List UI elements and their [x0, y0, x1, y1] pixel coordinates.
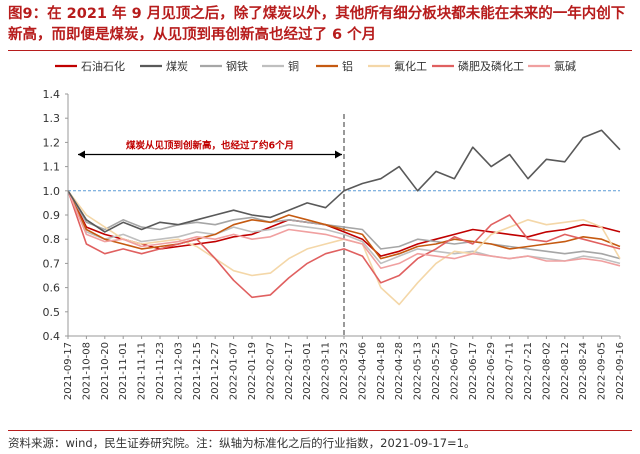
legend-label: 磷肥及磷化工 — [458, 59, 524, 73]
annotation-arrowhead-left — [78, 150, 85, 159]
legend-label: 煤炭 — [166, 60, 188, 73]
series-line-6 — [67, 190, 621, 299]
y-tick-label: 1.2 — [43, 136, 61, 149]
y-tick-label: 0.8 — [43, 233, 61, 246]
series-line-1 — [67, 129, 621, 233]
x-tick-label: 2022-08-02 — [541, 342, 552, 400]
x-tick-label: 2022-01-19 — [247, 342, 258, 400]
x-tick-label: 2022-03-01 — [302, 342, 313, 400]
y-tick-label: 0.7 — [43, 257, 61, 270]
x-tick-label: 2021-11-23 — [155, 342, 166, 400]
legend: 石油石化 煤炭 钢铁 铜 铝 氟化工 磷肥及磷化工 氯碱 — [55, 59, 576, 73]
x-tick-label: 2021-11-01 — [118, 342, 129, 400]
x-tick-label: 2021-12-03 — [173, 342, 184, 400]
y-tick-label: 1.4 — [43, 88, 61, 101]
y-axis: 0.4 0.5 0.6 0.7 0.8 0.9 1.0 1.1 1.2 1.3 1.4 — [43, 88, 69, 343]
x-tick-label: 2022-08-12 — [560, 342, 571, 400]
legend-label: 氯碱 — [554, 59, 576, 73]
x-tick-label: 2022-07-21 — [523, 342, 534, 400]
x-tick-label: 2021-12-15 — [192, 342, 203, 400]
series-line-2 — [67, 190, 621, 260]
x-tick-label: 2022-09-05 — [597, 342, 608, 400]
legend-label: 铝 — [342, 59, 353, 73]
x-axis: 2021-09-17 2021-10-08 2021-10-20 2021-11-01… — [63, 335, 626, 400]
source-note: 资料来源：wind，民生证券研究院。注：纵轴为标准化之后的行业指数，2021-0… — [8, 430, 632, 451]
x-tick-label: 2022-04-28 — [394, 342, 405, 400]
annotation-group: 煤炭从见顶到创新高，也经过了约6个月 — [78, 140, 342, 159]
legend-label: 钢铁 — [226, 60, 248, 73]
x-tick-label: 2021-09-17 — [63, 342, 74, 400]
y-tick-label: 0.9 — [43, 209, 61, 222]
x-tick-label: 2022-07-11 — [505, 342, 516, 400]
x-tick-label: 2022-01-07 — [229, 342, 240, 400]
x-tick-label: 2022-04-06 — [357, 342, 368, 400]
x-tick-label: 2022-02-17 — [284, 342, 295, 400]
x-tick-label: 2022-04-18 — [376, 342, 387, 400]
x-tick-label: 2022-09-16 — [615, 342, 626, 400]
x-tick-label: 2022-03-11 — [321, 342, 332, 400]
x-tick-label: 2022-02-07 — [265, 342, 276, 400]
legend-label: 铜 — [288, 59, 299, 73]
figure-title: 图9：在 2021 年 9 月见顶之后，除了煤炭以外，其他所有细分板块都未能在未… — [8, 4, 632, 51]
series-line-4 — [67, 190, 621, 260]
line-chart: 石油石化 煤炭 钢铁 铜 铝 氟化工 磷肥及磷化工 氯碱 煤炭从见顶到创新高，也经过了约6个月… — [43, 59, 627, 400]
x-tick-label: 2022-06-07 — [449, 342, 460, 400]
x-tick-label: 2021-10-20 — [100, 342, 111, 400]
y-tick-label: 0.4 — [43, 330, 61, 343]
x-tick-label: 2021-10-08 — [81, 342, 92, 400]
legend-label: 氟化工 — [394, 59, 427, 73]
x-tick-label: 2021-12-27 — [210, 342, 221, 400]
series-group — [67, 129, 621, 306]
x-tick-label: 2022-05-13 — [413, 342, 424, 400]
series-line-7 — [67, 190, 621, 269]
y-tick-label: 0.5 — [43, 306, 61, 319]
legend-label: 石油石化 — [81, 59, 125, 73]
x-tick-label: 2021-11-11 — [137, 342, 148, 400]
y-tick-label: 1.3 — [43, 112, 61, 125]
annotation-text: 煤炭从见顶到创新高，也经过了约6个月 — [126, 140, 294, 152]
x-tick-label: 2022-06-17 — [468, 342, 479, 400]
x-tick-label: 2022-03-23 — [339, 342, 350, 400]
x-tick-label: 2022-08-24 — [578, 342, 589, 400]
annotation-arrowhead-right — [335, 150, 342, 159]
y-tick-label: 1.1 — [43, 161, 61, 174]
x-tick-label: 2022-06-29 — [486, 342, 497, 400]
x-tick-label: 2022-05-25 — [431, 342, 442, 400]
y-tick-label: 0.6 — [43, 282, 61, 295]
y-tick-label: 1.0 — [43, 185, 61, 198]
